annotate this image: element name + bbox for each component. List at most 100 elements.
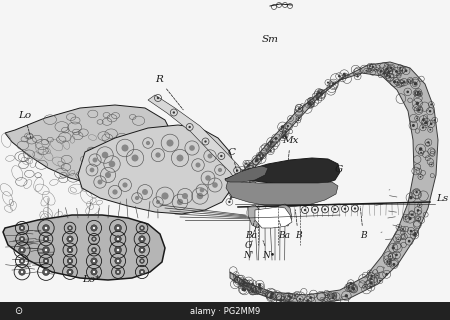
Circle shape — [409, 196, 413, 199]
Circle shape — [270, 292, 274, 296]
Circle shape — [321, 299, 323, 300]
Circle shape — [320, 92, 323, 96]
Circle shape — [19, 236, 25, 242]
Text: Lo*: Lo* — [82, 275, 100, 284]
Circle shape — [258, 286, 261, 290]
Circle shape — [274, 137, 278, 140]
Circle shape — [289, 117, 292, 120]
Circle shape — [403, 81, 405, 84]
Circle shape — [256, 292, 257, 293]
Circle shape — [414, 82, 417, 85]
Circle shape — [141, 260, 143, 262]
Circle shape — [414, 92, 416, 94]
Circle shape — [240, 170, 244, 173]
Circle shape — [417, 92, 419, 94]
Text: G: G — [245, 225, 257, 250]
Circle shape — [409, 217, 412, 220]
Circle shape — [288, 295, 290, 298]
Circle shape — [345, 75, 346, 76]
Circle shape — [98, 180, 103, 184]
Circle shape — [321, 92, 322, 93]
Circle shape — [370, 277, 373, 280]
Circle shape — [371, 275, 373, 277]
Circle shape — [350, 282, 352, 284]
Circle shape — [434, 119, 436, 121]
Circle shape — [67, 247, 73, 253]
Circle shape — [146, 141, 150, 145]
Circle shape — [69, 238, 71, 240]
Circle shape — [343, 73, 346, 76]
Circle shape — [413, 233, 416, 236]
Text: Sm: Sm — [262, 35, 279, 44]
Circle shape — [298, 117, 300, 119]
Circle shape — [69, 260, 71, 262]
Text: Ls: Ls — [436, 194, 448, 203]
Circle shape — [298, 107, 301, 110]
Circle shape — [248, 167, 251, 170]
Circle shape — [238, 185, 240, 187]
Circle shape — [251, 283, 254, 285]
Circle shape — [250, 168, 252, 170]
Polygon shape — [225, 166, 268, 182]
Circle shape — [284, 134, 286, 136]
Circle shape — [117, 249, 119, 251]
Circle shape — [19, 269, 25, 275]
Circle shape — [260, 292, 261, 293]
Circle shape — [306, 299, 309, 302]
Circle shape — [251, 289, 254, 292]
Text: Ba: Ba — [245, 221, 257, 240]
Circle shape — [246, 282, 248, 285]
Circle shape — [260, 287, 261, 289]
Text: Mx: Mx — [282, 136, 298, 160]
Circle shape — [105, 172, 111, 178]
Circle shape — [236, 169, 238, 172]
Circle shape — [385, 273, 388, 276]
Circle shape — [314, 209, 316, 211]
Circle shape — [320, 92, 323, 95]
Circle shape — [389, 255, 391, 257]
Circle shape — [67, 269, 73, 275]
Circle shape — [369, 65, 371, 67]
Circle shape — [117, 271, 119, 273]
Circle shape — [205, 175, 211, 181]
Polygon shape — [3, 215, 165, 280]
Circle shape — [156, 200, 160, 204]
Circle shape — [424, 122, 426, 124]
Circle shape — [250, 287, 253, 290]
Circle shape — [220, 155, 223, 157]
Circle shape — [243, 288, 246, 292]
Circle shape — [258, 155, 261, 157]
Circle shape — [390, 67, 392, 69]
Circle shape — [93, 238, 95, 240]
Circle shape — [238, 185, 240, 186]
Circle shape — [416, 101, 419, 105]
Circle shape — [173, 111, 175, 114]
Circle shape — [411, 213, 413, 216]
Circle shape — [135, 196, 139, 200]
Circle shape — [269, 149, 272, 152]
Circle shape — [115, 236, 121, 242]
Circle shape — [69, 249, 71, 251]
Circle shape — [412, 124, 415, 127]
Circle shape — [344, 208, 346, 210]
Circle shape — [115, 258, 121, 264]
Circle shape — [408, 81, 410, 83]
Circle shape — [263, 292, 265, 294]
Circle shape — [177, 199, 183, 205]
Text: Ba: Ba — [278, 220, 290, 240]
Polygon shape — [276, 204, 292, 226]
Text: C: C — [228, 148, 237, 173]
Circle shape — [424, 121, 427, 124]
Circle shape — [338, 75, 340, 77]
Circle shape — [114, 224, 122, 232]
Circle shape — [21, 227, 23, 229]
Circle shape — [142, 189, 148, 195]
Circle shape — [189, 145, 195, 151]
Circle shape — [422, 126, 424, 129]
Circle shape — [241, 288, 245, 291]
Text: ⊙: ⊙ — [14, 306, 22, 316]
Polygon shape — [225, 158, 340, 186]
Circle shape — [389, 261, 390, 262]
Circle shape — [212, 182, 218, 188]
Text: alamy · PG2MM9: alamy · PG2MM9 — [190, 307, 260, 316]
